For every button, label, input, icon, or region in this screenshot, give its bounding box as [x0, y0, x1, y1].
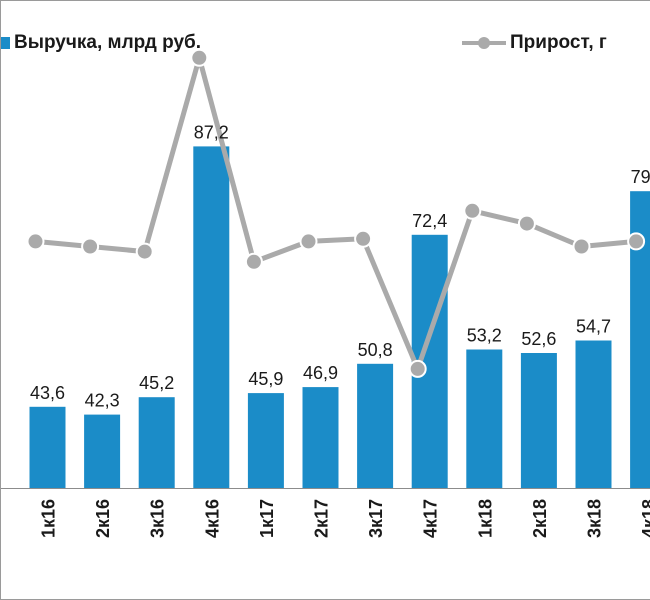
- bar-2к17: [302, 387, 339, 488]
- chart-legend: Выручка, млрд руб. Прирост, г: [1, 32, 650, 60]
- x-tick-3к16: 3к16: [148, 499, 168, 538]
- x-tick-2к16: 2к16: [93, 499, 113, 538]
- x-tick-1к17: 1к17: [257, 499, 277, 538]
- growth-point-3к18: [572, 237, 591, 256]
- data-label-4к18: 79,7: [631, 167, 650, 187]
- bar-2к18: [520, 353, 557, 488]
- growth-point-1к17: [244, 252, 263, 271]
- data-label-3к16: 45,2: [139, 373, 174, 393]
- data-label-3к17: 50,8: [358, 340, 393, 360]
- data-label-1к17: 45,9: [248, 369, 283, 389]
- data-label-2к16: 42,3: [85, 391, 120, 411]
- bar-2к16: [84, 414, 121, 488]
- growth-point-1к18: [463, 201, 482, 220]
- growth-point-4к17: [408, 359, 427, 378]
- data-label-1к16: 43,6: [30, 383, 65, 403]
- x-tick-3к17: 3к17: [366, 499, 386, 538]
- legend-swatch-revenue: [1, 37, 10, 49]
- legend-label-revenue: Выручка, млрд руб.: [14, 32, 202, 53]
- data-label-1к18: 53,2: [467, 326, 502, 346]
- growth-line: [33, 55, 639, 372]
- data-label-4к16: 87,2: [194, 122, 229, 142]
- bar-3к18: [575, 340, 612, 488]
- line-series-growth: [26, 48, 646, 378]
- data-label-4к17: 72,4: [412, 211, 447, 231]
- growth-point-1к16: [26, 232, 45, 251]
- legend-label-growth: Прирост, г: [510, 32, 607, 53]
- x-tick-2к18: 2к18: [530, 499, 550, 538]
- bar-3к16: [138, 397, 175, 488]
- bar-4к16: [193, 146, 230, 488]
- x-tick-1к18: 1к18: [475, 499, 495, 538]
- legend-swatch-growth: [462, 36, 506, 50]
- growth-point-3к16: [135, 242, 154, 261]
- bar-series-revenue: [29, 146, 650, 488]
- bar-3к17: [357, 363, 394, 488]
- data-label-3к18: 54,7: [576, 317, 611, 337]
- growth-point-3к17: [354, 229, 373, 248]
- growth-point-2к18: [517, 214, 536, 233]
- bar-4к18: [630, 191, 650, 488]
- legend-item-revenue: Выручка, млрд руб.: [1, 32, 201, 54]
- data-labels: 43,6 42,3 45,2 87,2 45,9 46,9 50,8 72,4 53,2 52,6…: [30, 122, 650, 410]
- legend-item-growth: Прирост, г: [462, 32, 607, 54]
- growth-point-4к18: [627, 232, 646, 251]
- x-tick-4к16: 4к16: [202, 499, 222, 538]
- growth-point-2к16: [81, 237, 100, 256]
- x-tick-1к16: 1к16: [39, 499, 59, 538]
- x-tick-4к18: 4к18: [639, 499, 650, 538]
- x-tick-3к18: 3к18: [585, 499, 605, 538]
- x-tick-2к17: 2к17: [312, 499, 332, 538]
- bar-1к17: [247, 393, 284, 488]
- x-axis-ticks: 1к16 2к16 3к16 4к16 1к17 2к17 3к17 4к17 1к18 2к18…: [39, 499, 650, 538]
- data-label-2к17: 46,9: [303, 363, 338, 383]
- x-tick-4к17: 4к17: [421, 499, 441, 538]
- bar-1к18: [466, 349, 503, 488]
- data-label-2к18: 52,6: [521, 329, 556, 349]
- bar-1к16: [29, 406, 66, 488]
- growth-point-2к17: [299, 232, 318, 251]
- growth-point-4к16: [190, 48, 209, 67]
